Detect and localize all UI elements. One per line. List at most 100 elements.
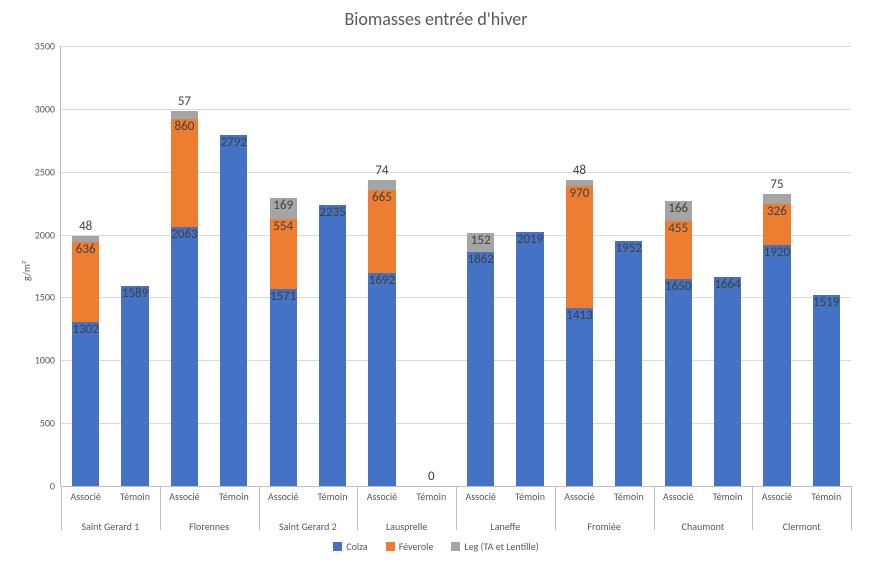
bar-segment-colza — [220, 135, 247, 486]
group-divider — [654, 486, 655, 530]
chart-title: Biomasses entrée d'hiver — [0, 8, 872, 30]
bar: 130263648 — [72, 46, 99, 486]
legend-swatch — [451, 542, 460, 551]
legend-swatch — [333, 542, 342, 551]
group-divider — [752, 486, 753, 530]
x-group-label: Saint Gerard 1 — [61, 520, 160, 533]
data-label: 1302 — [0, 322, 186, 337]
x-group-label: Laneffe — [456, 520, 555, 533]
group-divider — [851, 486, 852, 530]
x-category-label: Témoin — [110, 490, 159, 503]
x-category-label: Témoin — [604, 490, 653, 503]
y-tick-label: 3000 — [35, 102, 61, 115]
data-label: 1920 — [677, 245, 872, 260]
x-category-label: Associé — [456, 490, 505, 503]
x-group-label: Florennes — [160, 520, 259, 533]
legend-swatch — [386, 542, 395, 551]
data-label: 1519 — [726, 295, 872, 310]
bar-segment-colza — [467, 252, 494, 486]
data-label: 860 — [84, 119, 284, 134]
data-label: 326 — [677, 204, 872, 219]
x-group-label: Clermont — [752, 520, 851, 533]
bar: 1664 — [714, 46, 741, 486]
data-label: 1413 — [479, 308, 679, 323]
legend-item-colza: Colza — [333, 540, 367, 553]
data-label: 1664 — [628, 277, 828, 292]
bar: 2792 — [220, 46, 247, 486]
legend: Colza Féverole Leg (TA et Lentille) — [0, 540, 872, 553]
x-category-label: Témoin — [209, 490, 258, 503]
x-group-label: Fromiée — [555, 520, 654, 533]
data-label: 2235 — [233, 205, 433, 220]
data-label: 665 — [282, 190, 482, 205]
x-category-label: Associé — [61, 490, 110, 503]
bar: 141397048 — [566, 46, 593, 486]
group-divider — [357, 486, 358, 530]
legend-label: Leg (TA et Lentille) — [464, 540, 538, 553]
legend-item-leg: Leg (TA et Lentille) — [451, 540, 538, 553]
legend-label: Colza — [346, 540, 367, 553]
group-divider — [555, 486, 556, 530]
legend-label: Féverole — [399, 540, 434, 553]
y-axis-label: g/m² — [20, 261, 33, 281]
bar: 1589 — [121, 46, 148, 486]
bar: 2019 — [516, 46, 543, 486]
y-tick-label: 3500 — [35, 40, 61, 53]
bar-segment-colza — [121, 286, 148, 486]
x-category-label: Associé — [357, 490, 406, 503]
x-category-label: Associé — [259, 490, 308, 503]
data-label: 554 — [183, 219, 383, 234]
bar: 1571554169 — [270, 46, 297, 486]
bar-segment-leg — [566, 180, 593, 186]
bar-segment-colza — [763, 245, 790, 486]
bar-segment-colza — [368, 273, 395, 486]
y-tick-label: 500 — [40, 417, 61, 430]
bar: 192032675 — [763, 46, 790, 486]
bar-segment-colza — [516, 232, 543, 486]
bar-segment-colza — [171, 227, 198, 486]
x-category-label: Associé — [654, 490, 703, 503]
bar: 1952 — [615, 46, 642, 486]
x-category-label: Témoin — [505, 490, 554, 503]
data-label: 75 — [677, 177, 872, 192]
bar-segment-colza — [566, 308, 593, 486]
x-group-label: Lausprelle — [357, 520, 456, 533]
x-category-label: Associé — [160, 490, 209, 503]
bar-segment-colza — [813, 295, 840, 486]
bar: 2235 — [319, 46, 346, 486]
x-category-label: Témoin — [308, 490, 357, 503]
x-category-label: Témoin — [703, 490, 752, 503]
group-divider — [456, 486, 457, 530]
data-label: 636 — [0, 242, 186, 257]
bar: 1862152 — [467, 46, 494, 486]
data-label: 57 — [84, 94, 284, 109]
data-label: 970 — [479, 186, 679, 201]
group-divider — [61, 486, 62, 530]
group-divider — [259, 486, 260, 530]
bar-segment-leg — [763, 194, 790, 203]
legend-item-feverole: Féverole — [386, 540, 434, 553]
chart-container: Biomasses entrée d'hiver 050010001500200… — [0, 0, 872, 577]
x-group-label: Saint Gerard 2 — [259, 520, 358, 533]
bar-segment-colza — [665, 279, 692, 486]
y-tick-label: 1000 — [35, 354, 61, 367]
bar: 1519 — [813, 46, 840, 486]
bar-segment-colza — [270, 289, 297, 486]
data-label: 74 — [282, 163, 482, 178]
data-label: 1692 — [282, 273, 482, 288]
data-label: 1571 — [183, 289, 383, 304]
x-category-label: Témoin — [407, 490, 456, 503]
x-category-label: Témoin — [802, 490, 851, 503]
data-label: 48 — [479, 163, 679, 178]
data-label: 2792 — [134, 135, 334, 150]
plot-area: 0500100015002000250030003500130263648Ass… — [60, 46, 851, 486]
y-tick-label: 2500 — [35, 165, 61, 178]
y-tick-label: 0 — [50, 480, 61, 493]
x-group-label: Chaumont — [654, 520, 753, 533]
bar: 206386057 — [171, 46, 198, 486]
data-label: 455 — [578, 221, 778, 236]
x-category-label: Associé — [752, 490, 801, 503]
bar-segment-colza — [319, 205, 346, 486]
bar-segment-leg — [171, 111, 198, 118]
bar-segment-colza — [72, 322, 99, 486]
